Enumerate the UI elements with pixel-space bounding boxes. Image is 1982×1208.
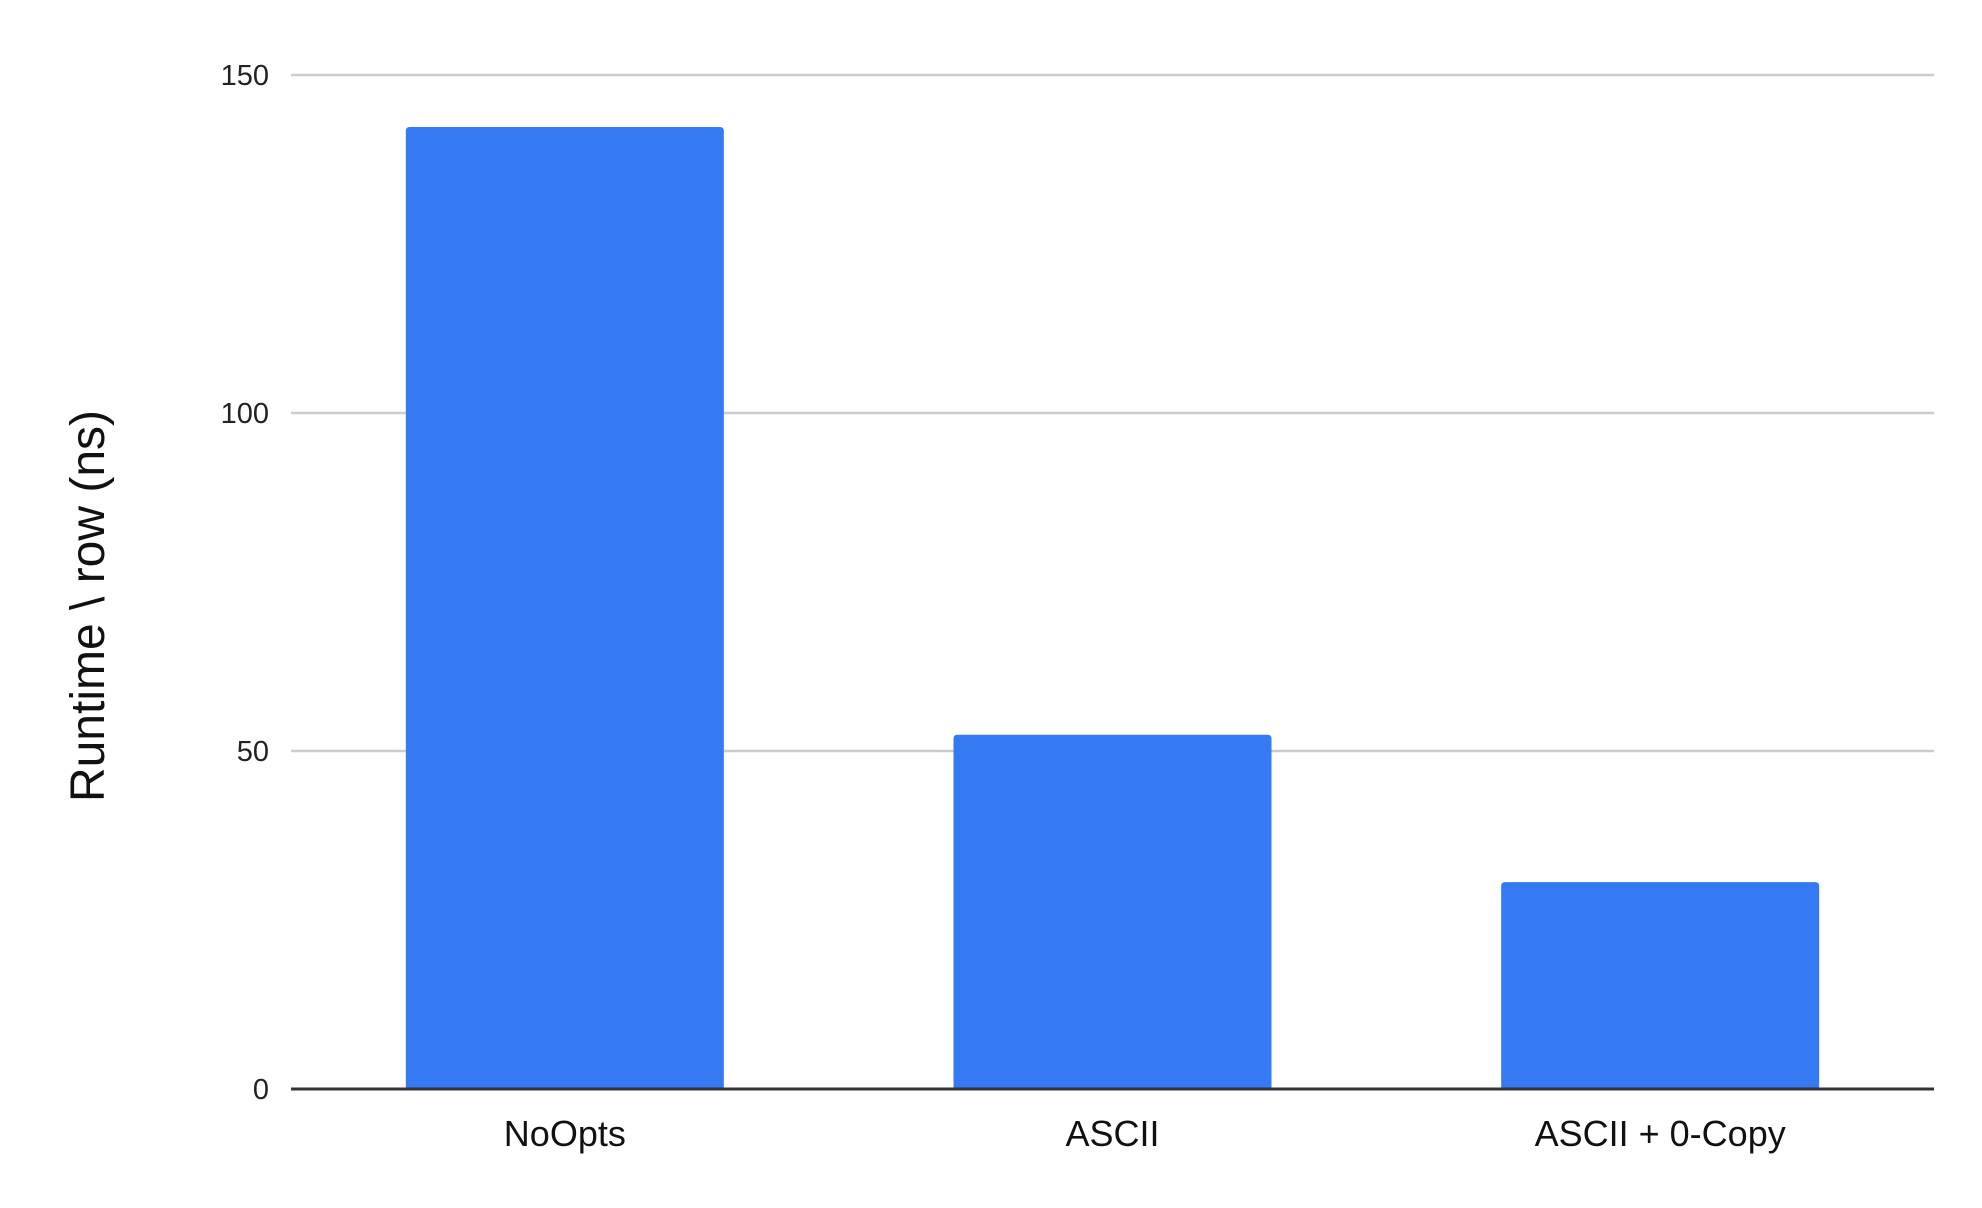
y-axis-title: Runtime \ row (ns): [62, 410, 115, 802]
y-tick-label: 50: [237, 736, 269, 768]
bars: [405, 127, 1820, 1089]
y-tick-label: 150: [221, 60, 269, 92]
bar-noopts: [405, 127, 724, 1089]
bar-ascii: [953, 734, 1272, 1089]
y-tick-label: 100: [221, 398, 269, 430]
x-category-label: NoOpts: [504, 1113, 626, 1154]
y-tick-label: 0: [253, 1074, 269, 1106]
x-category-labels: NoOpts ASCII ASCII + 0-Copy: [504, 1113, 1786, 1154]
x-category-label: ASCII + 0-Copy: [1535, 1113, 1786, 1154]
y-tick-labels: 0 50 100 150: [221, 60, 269, 1106]
x-category-label: ASCII: [1065, 1113, 1159, 1154]
bar-ascii-0-copy: [1501, 882, 1820, 1089]
